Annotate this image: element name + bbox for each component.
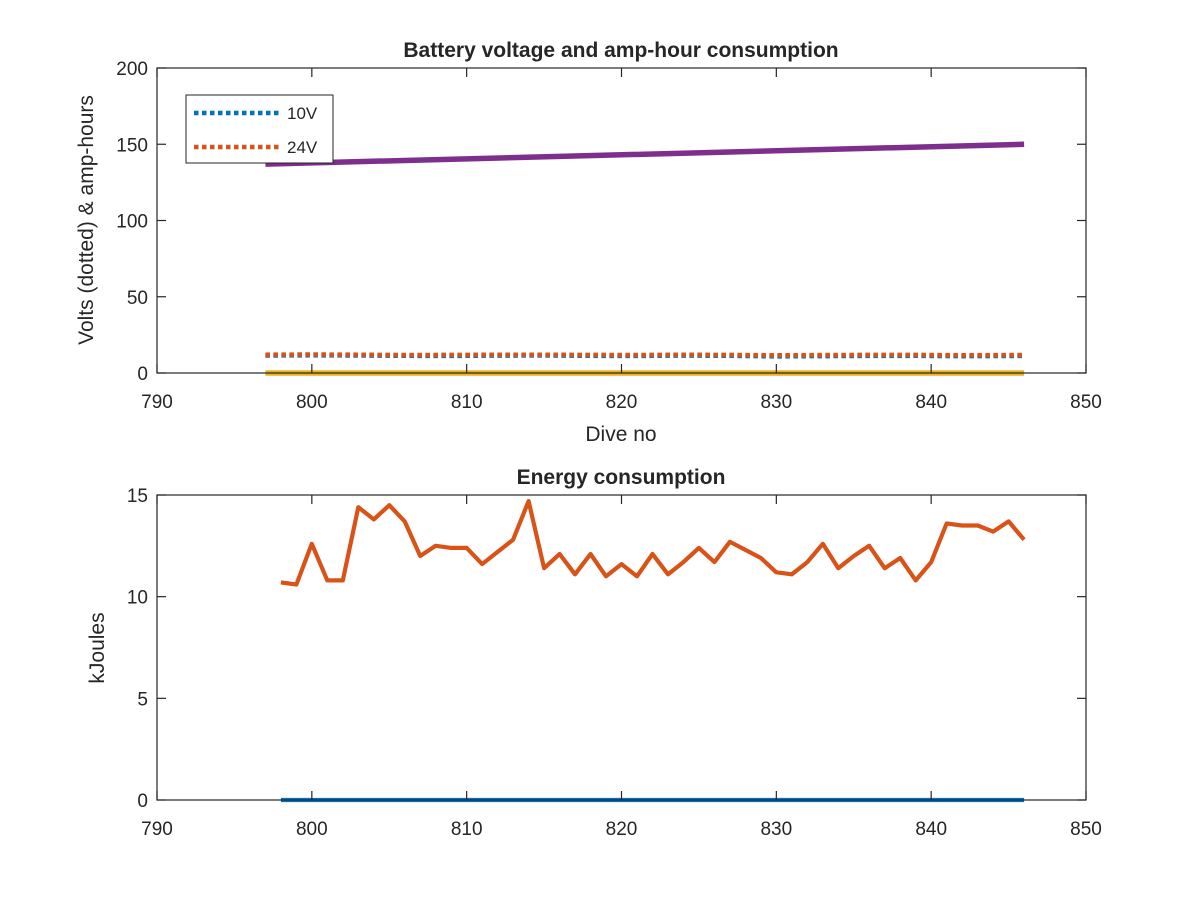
voltage-x-tick-label: 800 [296, 392, 328, 413]
voltage-y-tick-label: 100 [116, 212, 148, 233]
voltage-x-tick-label: 820 [606, 392, 638, 413]
voltage-legend: 10V 24V [185, 94, 334, 164]
voltage-chart-title: Battery voltage and amp-hour consumption [403, 39, 838, 62]
energy-x-tick-label: 790 [141, 819, 173, 840]
energy-y-tick-label: 15 [127, 486, 148, 507]
voltage-x-tick-label: 830 [760, 392, 792, 413]
energy-y-tick-label: 5 [137, 689, 148, 710]
legend-label-24v: 24V [287, 138, 318, 157]
legend-box [185, 94, 334, 164]
voltage-ticks: 790 800 810 820 830 840 850 0 50 100 150 200 [116, 59, 1102, 413]
voltage-y-axis-label: Volts (dotted) & amp-hours [75, 95, 98, 345]
voltage-y-tick-label: 50 [127, 288, 148, 309]
voltage-series-line-3 [265, 141, 1025, 167]
energy-y-tick-label: 0 [137, 791, 148, 812]
energy-x-tick-label: 850 [1070, 819, 1102, 840]
voltage-x-tick-label: 790 [141, 392, 173, 413]
energy-x-tick-label: 810 [451, 819, 483, 840]
legend-label-10v: 10V [287, 104, 318, 123]
energy-x-tick-label: 840 [915, 819, 947, 840]
voltage-y-tick-label: 150 [116, 135, 148, 156]
voltage-axes: Battery voltage and amp-hour consumption… [75, 39, 1102, 446]
voltage-y-tick-label: 200 [116, 59, 148, 80]
energy-series-line-1 [280, 499, 1026, 587]
energy-axes: Energy consumption 790 800 810 820 830 840 850… [86, 466, 1102, 840]
voltage-x-axis-label: Dive no [585, 423, 656, 446]
energy-y-axis-label: kJoules [86, 612, 109, 683]
energy-x-tick-label: 820 [606, 819, 638, 840]
energy-y-tick-label: 10 [127, 588, 148, 609]
voltage-y-tick-label: 0 [137, 364, 148, 385]
energy-x-tick-label: 800 [296, 819, 328, 840]
energy-ticks: 790 800 810 820 830 840 850 0 5 10 15 [127, 486, 1102, 840]
energy-chart-title: Energy consumption [517, 466, 726, 489]
voltage-x-tick-label: 850 [1070, 392, 1102, 413]
voltage-series-line-24v [265, 352, 1025, 358]
voltage-x-tick-label: 840 [915, 392, 947, 413]
voltage-x-tick-label: 810 [451, 392, 483, 413]
energy-x-tick-label: 830 [760, 819, 792, 840]
